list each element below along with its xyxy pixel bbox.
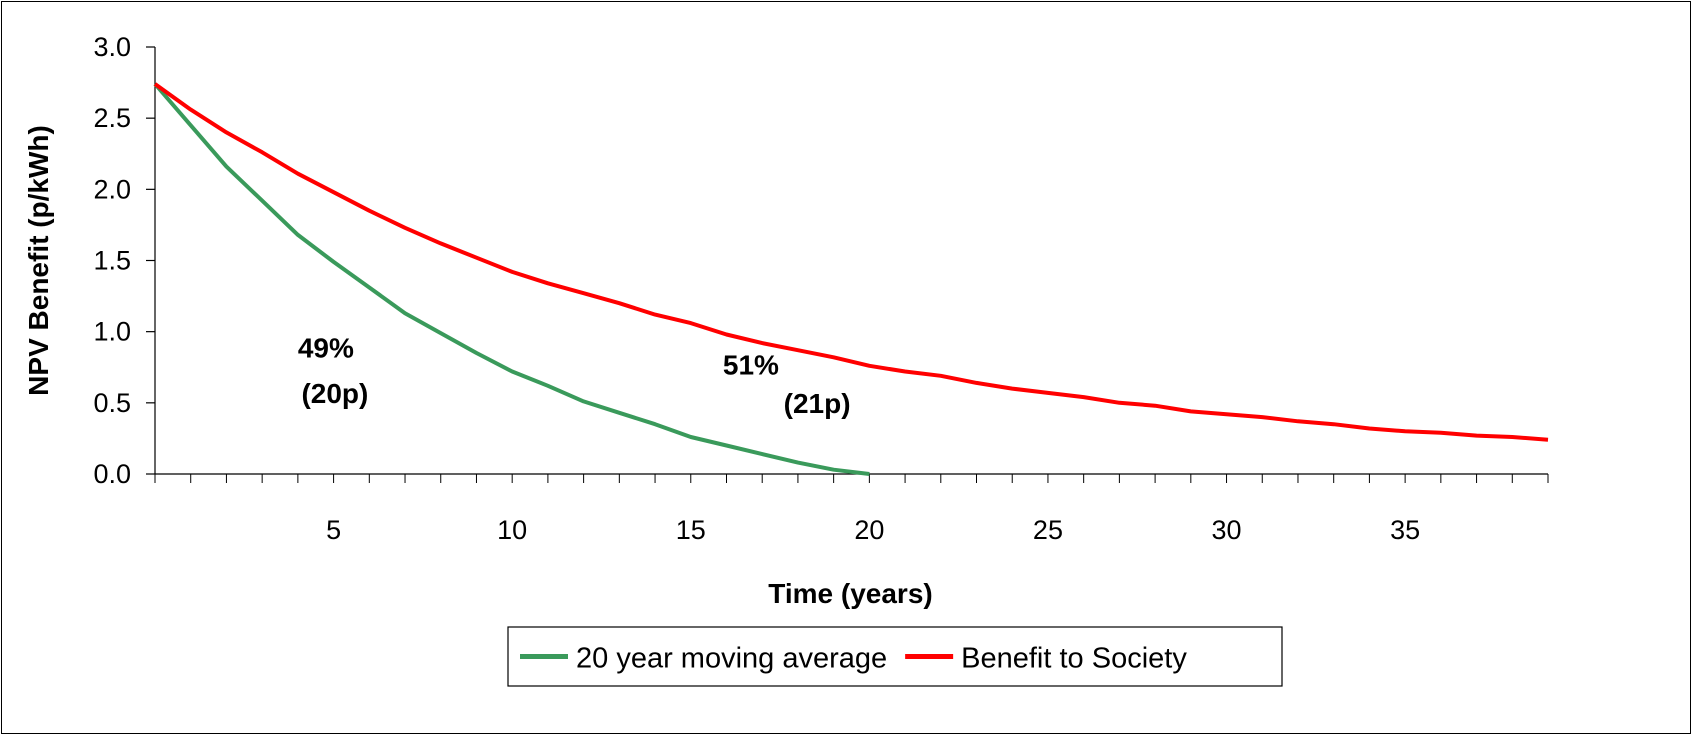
x-tick-label: 30	[1212, 515, 1242, 545]
x-tick-label: 20	[854, 515, 884, 545]
y-tick-label: 3.0	[93, 32, 131, 62]
y-tick-label: 2.5	[93, 103, 131, 133]
x-tick-label: 25	[1033, 515, 1063, 545]
x-tick-label: 35	[1390, 515, 1420, 545]
x-tick-label: 10	[497, 515, 527, 545]
x-axis-title: Time (years)	[768, 578, 932, 609]
x-tick-label: 15	[676, 515, 706, 545]
legend-label-1: 20 year moving average	[576, 643, 887, 675]
legend: 20 year moving average Benefit to Society	[507, 626, 1283, 687]
y-axis-title: NPV Benefit (p/kWh)	[23, 125, 54, 396]
annotation-label: 49%	[298, 332, 354, 363]
plot-area: 0.0 0.5 1.0 1.5 2.0 2.5 3.0 5 10 15 20 25 30 35 49% (20…	[93, 32, 1549, 545]
annotation-label: 51%	[723, 349, 779, 380]
legend-label-2: Benefit to Society	[961, 643, 1187, 675]
series-line-1	[153, 82, 870, 476]
x-tick-label: 5	[326, 515, 341, 545]
annotation-label: (21p)	[784, 388, 851, 419]
annotation-label: (20p)	[301, 378, 368, 409]
y-tick-label: 1.5	[93, 246, 131, 276]
y-tick-label: 1.0	[93, 317, 131, 347]
y-tick-label: 2.0	[93, 174, 131, 204]
y-tick-label: 0.0	[93, 459, 131, 489]
legend-box	[507, 626, 1283, 687]
series-line-2	[153, 82, 1549, 442]
y-tick-label: 0.5	[93, 388, 131, 418]
